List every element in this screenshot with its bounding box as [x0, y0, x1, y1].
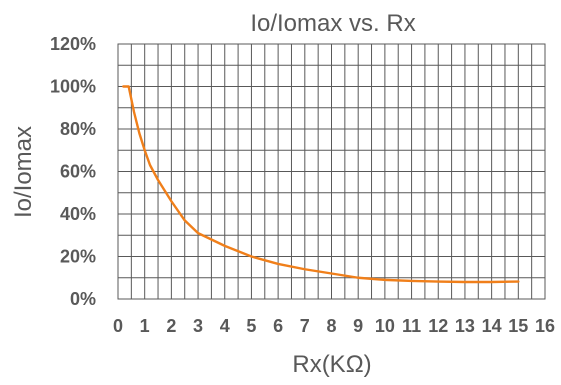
x-tick-label: 1 [140, 316, 150, 336]
chart-title: Io/Iomax vs. Rx [250, 10, 415, 37]
y-axis-label: Io/Iomax [10, 126, 37, 218]
x-tick-label: 12 [428, 316, 448, 336]
x-tick-label: 6 [273, 316, 283, 336]
x-tick-label: 2 [166, 316, 176, 336]
x-tick-label: 15 [508, 316, 528, 336]
x-tick-label: 9 [353, 316, 363, 336]
y-tick-label: 0% [70, 289, 96, 309]
x-tick-label: 5 [246, 316, 256, 336]
x-tick-label: 7 [300, 316, 310, 336]
y-tick-label: 20% [60, 247, 96, 267]
y-tick-label: 120% [50, 34, 96, 54]
y-tick-label: 40% [60, 204, 96, 224]
x-tick-label: 10 [375, 316, 395, 336]
y-tick-label: 80% [60, 119, 96, 139]
x-tick-label: 13 [455, 316, 475, 336]
x-tick-label: 3 [193, 316, 203, 336]
y-tick-labels: 0% 20% 40% 60% 80% 100% 120% [50, 34, 96, 309]
plot-area-border [117, 43, 546, 300]
x-tick-label: 4 [220, 316, 230, 336]
x-tick-label: 11 [402, 316, 421, 336]
x-tick-labels: 0 1 2 3 4 5 6 7 8 9 10 11 12 13 14 15 16 [113, 316, 555, 336]
series-line [122, 85, 520, 284]
x-tick-label: 8 [326, 316, 336, 336]
grid [117, 43, 546, 300]
y-tick-label: 100% [50, 77, 96, 97]
x-tick-label: 14 [482, 316, 502, 336]
x-tick-label: 16 [535, 316, 555, 336]
x-axis-label: Rx(KΩ) [292, 351, 371, 378]
series-layer [122, 85, 520, 284]
x-tick-label: 0 [113, 316, 123, 336]
y-tick-label: 60% [60, 162, 96, 182]
